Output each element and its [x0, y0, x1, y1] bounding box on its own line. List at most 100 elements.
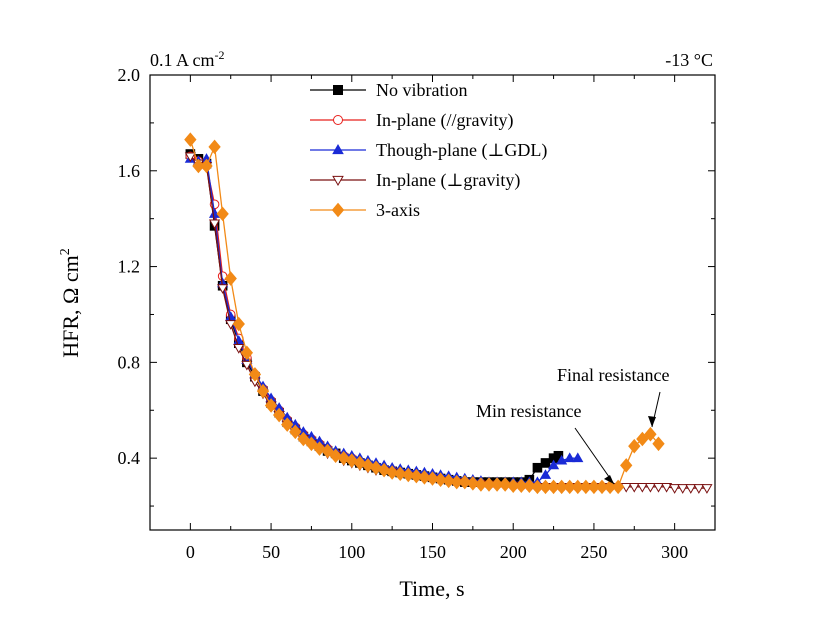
legend-item: 3-axis: [310, 200, 420, 220]
x-tick-label: 150: [419, 542, 446, 562]
data-point: [579, 479, 593, 495]
legend-label: 3-axis: [376, 200, 420, 220]
data-point: [208, 139, 221, 155]
data-point: [217, 284, 229, 294]
data-point: [515, 478, 528, 493]
data-point: [208, 208, 221, 218]
annotation-final-resistance: Final resistance: [557, 365, 669, 385]
data-point: [669, 484, 681, 494]
annotation-final-arrowhead: [648, 416, 656, 427]
series-group: [184, 132, 713, 495]
data-point: [644, 482, 657, 493]
data-point: [603, 479, 617, 495]
legend-item: In-plane (//gravity): [310, 110, 513, 131]
data-point: [628, 482, 640, 493]
data-point: [540, 458, 551, 468]
x-tick-label: 50: [262, 542, 280, 562]
legend-marker: [333, 115, 343, 125]
series-5: [184, 132, 665, 495]
legend-label: In-plane (//gravity): [376, 110, 513, 131]
data-point: [490, 477, 504, 492]
data-point: [523, 478, 536, 493]
data-point: [563, 479, 576, 495]
y-tick-label: 0.4: [118, 448, 141, 468]
data-point: [547, 459, 560, 470]
data-point: [652, 482, 665, 493]
data-point: [458, 474, 471, 490]
data-point: [216, 206, 229, 222]
data-point: [224, 271, 237, 286]
temperature-label: -13 °C: [665, 50, 713, 70]
legend-item: Though-plane (⊥GDL): [310, 140, 547, 161]
data-point: [611, 479, 625, 495]
data-point: [184, 152, 196, 163]
data-point: [498, 477, 512, 492]
series-line: [189, 139, 659, 488]
x-tick-label: 250: [580, 542, 607, 562]
legend: No vibration In-plane (//gravity) Though-p…: [310, 80, 547, 220]
data-point: [507, 478, 520, 493]
data-point: [555, 479, 568, 495]
data-point: [564, 452, 576, 463]
data-point: [660, 482, 673, 493]
data-point: [248, 367, 262, 382]
legend-label: In-plane (⊥gravity): [376, 170, 520, 191]
x-tick-label: 300: [661, 542, 688, 562]
data-point: [547, 479, 560, 495]
data-point: [289, 424, 302, 440]
legend-item: No vibration: [310, 80, 468, 100]
data-point: [272, 407, 286, 423]
x-tick-label: 0: [186, 542, 195, 562]
data-point: [466, 476, 480, 491]
legend-label: No vibration: [376, 80, 468, 100]
data-point: [192, 158, 205, 174]
legend-marker: [332, 175, 344, 186]
data-point: [297, 431, 310, 447]
legend-item: In-plane (⊥gravity): [310, 170, 520, 191]
data-point: [636, 482, 648, 493]
data-point: [402, 467, 415, 483]
data-point: [620, 458, 633, 473]
x-tick-label: 100: [338, 542, 365, 562]
data-point: [442, 473, 455, 489]
data-point: [685, 484, 697, 494]
annotation-min-resistance: Min resistance: [476, 401, 581, 421]
data-point: [225, 320, 237, 330]
data-point: [208, 219, 221, 230]
data-point: [418, 470, 431, 485]
legend-marker: [333, 85, 343, 95]
legend-marker: [332, 144, 344, 155]
data-point: [539, 479, 552, 495]
data-point: [241, 360, 253, 371]
data-point: [532, 462, 543, 473]
data-point: [281, 417, 294, 432]
data-point: [394, 466, 407, 481]
current-density-label: 0.1 A cm-2: [150, 48, 225, 70]
data-point: [232, 316, 245, 332]
data-point: [677, 484, 689, 494]
data-point: [571, 479, 584, 495]
data-point: [693, 484, 705, 494]
series-line: [189, 155, 707, 489]
data-point: [482, 477, 496, 492]
data-point: [434, 472, 447, 487]
data-point: [385, 465, 399, 480]
legend-label: Though-plane (⊥GDL): [376, 140, 547, 161]
y-axis-title: HFR, Ω cm2: [58, 248, 83, 358]
data-point: [240, 345, 254, 361]
series-line: [190, 153, 559, 483]
data-point: [474, 477, 488, 492]
y-tick-label: 1.2: [118, 257, 141, 277]
data-point: [184, 132, 197, 147]
legend-marker: [331, 202, 345, 218]
annotation-min-arrowhead: [604, 475, 614, 484]
data-point: [620, 482, 632, 493]
data-point: [644, 426, 657, 442]
data-point: [572, 452, 584, 463]
data-point: [628, 438, 641, 454]
x-tick-label: 200: [500, 542, 527, 562]
data-point: [233, 344, 245, 354]
data-point: [321, 443, 334, 459]
data-point: [531, 479, 544, 495]
